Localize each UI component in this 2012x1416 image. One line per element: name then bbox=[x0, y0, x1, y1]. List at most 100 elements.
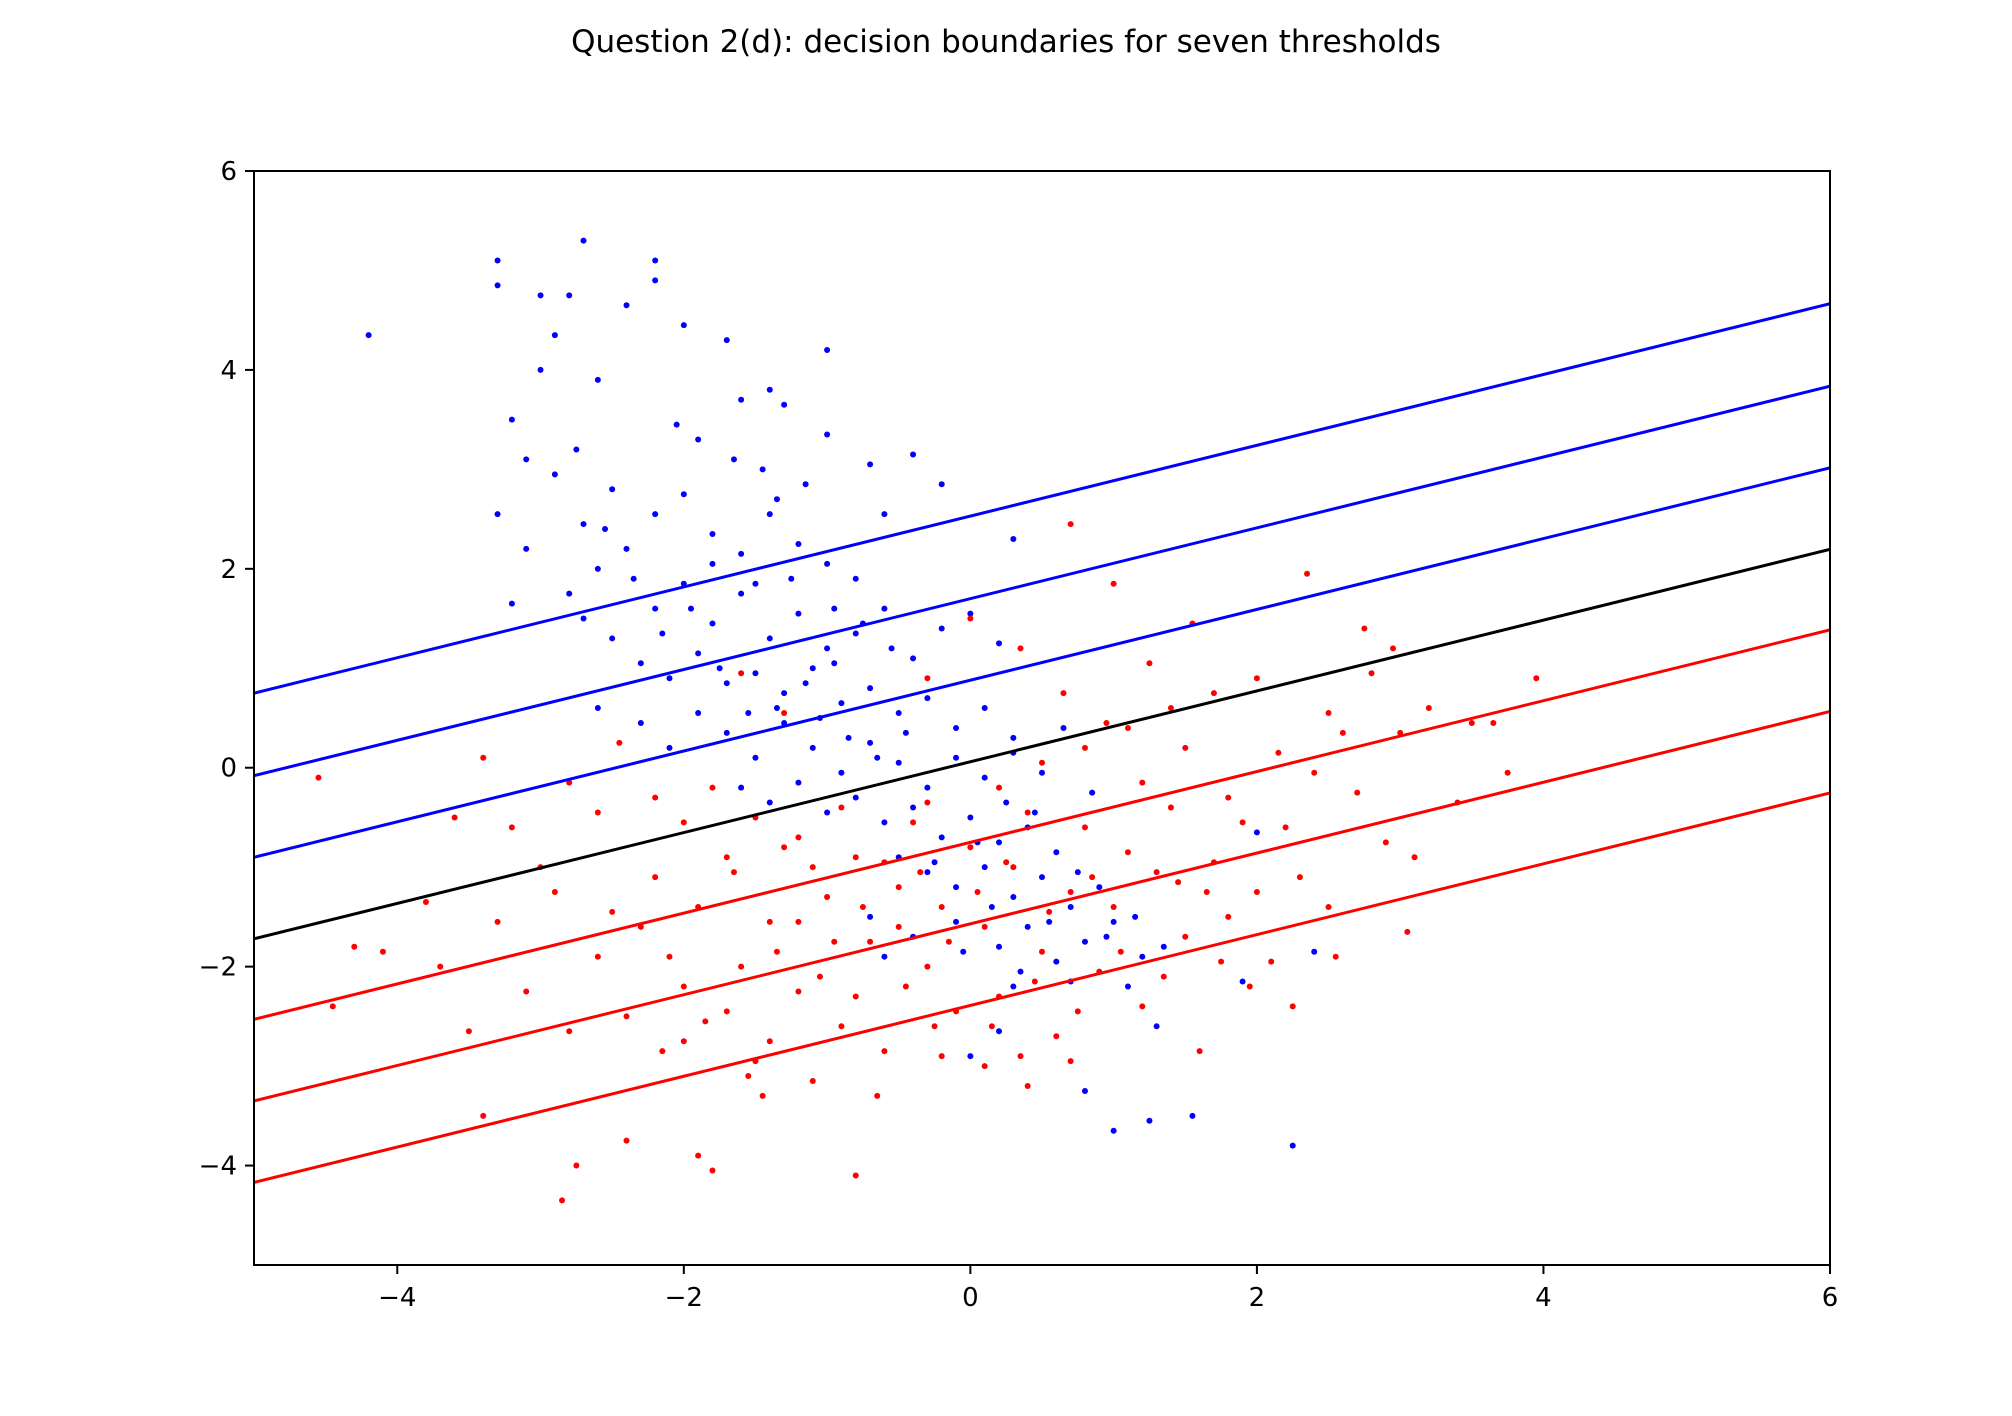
class-blue-point-43 bbox=[652, 605, 659, 612]
class-red-point-29 bbox=[766, 918, 773, 925]
class-blue-point-85 bbox=[981, 774, 988, 781]
class-blue-point-126 bbox=[1189, 1112, 1196, 1119]
class-red-point-39 bbox=[895, 884, 902, 891]
class-blue-point-151 bbox=[773, 705, 780, 712]
class-blue-point-125 bbox=[1146, 1117, 1153, 1124]
class-red-point-135 bbox=[594, 953, 601, 960]
class-red-point-3 bbox=[379, 948, 386, 955]
class-red-point-154 bbox=[1089, 874, 1096, 881]
class-blue-point-19 bbox=[824, 431, 831, 438]
class-blue-point-93 bbox=[881, 819, 888, 826]
red-threshold-1-line bbox=[254, 628, 1830, 1021]
class-red-point-138 bbox=[759, 1092, 766, 1099]
class-red-point-33 bbox=[824, 894, 831, 901]
class-blue-point-73 bbox=[637, 719, 644, 726]
class-blue-point-14 bbox=[680, 322, 687, 329]
class-blue-point-117 bbox=[881, 953, 888, 960]
class-red-point-121 bbox=[1160, 973, 1167, 980]
class-blue-point-145 bbox=[1003, 799, 1010, 806]
class-red-point-70 bbox=[1339, 729, 1346, 736]
class-blue-point-42 bbox=[623, 545, 630, 552]
class-red-point-35 bbox=[852, 1172, 859, 1179]
class-blue-point-36 bbox=[824, 560, 831, 567]
class-blue-point-17 bbox=[766, 386, 773, 393]
class-red-point-7 bbox=[465, 1028, 472, 1035]
class-red-point-14 bbox=[559, 1197, 566, 1204]
class-red-point-31 bbox=[795, 988, 802, 995]
class-blue-point-21 bbox=[867, 461, 874, 468]
class-blue-point-160 bbox=[573, 446, 580, 453]
class-red-point-34 bbox=[838, 1023, 845, 1030]
class-blue-point-158 bbox=[630, 575, 637, 582]
class-blue-point-110 bbox=[953, 918, 960, 925]
class-blue-point-72 bbox=[594, 705, 601, 712]
class-blue-point-134 bbox=[802, 481, 809, 488]
x-tick-label: 0 bbox=[962, 1283, 979, 1313]
class-blue-point-54 bbox=[967, 610, 974, 617]
class-blue-point-133 bbox=[759, 466, 766, 473]
class-red-point-63 bbox=[1239, 819, 1246, 826]
class-blue-point-90 bbox=[795, 779, 802, 786]
class-blue-point-48 bbox=[795, 610, 802, 617]
class-red-point-85 bbox=[1304, 570, 1311, 577]
class-red-point-48 bbox=[1024, 809, 1031, 816]
class-red-point-151 bbox=[974, 889, 981, 896]
class-red-point-96 bbox=[652, 794, 659, 801]
class-blue-point-71 bbox=[1010, 734, 1017, 741]
class-blue-point-51 bbox=[881, 605, 888, 612]
class-blue-point-111 bbox=[996, 943, 1003, 950]
y-tick-label: −4 bbox=[199, 1152, 237, 1182]
class-red-point-144 bbox=[1103, 719, 1110, 726]
class-blue-point-3 bbox=[537, 292, 544, 299]
class-red-point-157 bbox=[1289, 1003, 1296, 1010]
decision-boundaries bbox=[254, 302, 1830, 1184]
class-blue-point-96 bbox=[967, 814, 974, 821]
class-blue-point-74 bbox=[666, 744, 673, 751]
class-blue-point-63 bbox=[781, 690, 788, 697]
class-blue-point-146 bbox=[1031, 809, 1038, 816]
class-blue-point-20 bbox=[824, 347, 831, 354]
class-blue-point-142 bbox=[845, 734, 852, 741]
class-red-point-161 bbox=[745, 1073, 752, 1080]
class-blue-point-101 bbox=[924, 869, 931, 876]
class-red-point-36 bbox=[852, 854, 859, 861]
x-tick-label: −2 bbox=[665, 1283, 703, 1313]
class-blue-point-104 bbox=[1010, 894, 1017, 901]
class-red-point-60 bbox=[1196, 1048, 1203, 1055]
class-red-point-82 bbox=[1533, 675, 1540, 682]
class-red-point-26 bbox=[723, 854, 730, 861]
class-red-point-95 bbox=[480, 754, 487, 761]
class-blue-point-140 bbox=[888, 645, 895, 652]
class-red-point-10 bbox=[523, 988, 530, 995]
class-red-point-149 bbox=[831, 938, 838, 945]
class-blue-point-144 bbox=[902, 729, 909, 736]
class-red-point-141 bbox=[1182, 744, 1189, 751]
class-red-point-110 bbox=[1253, 675, 1260, 682]
class-blue-point-62 bbox=[752, 670, 759, 677]
class-red-point-80 bbox=[1490, 719, 1497, 726]
red-threshold-2-line bbox=[254, 709, 1830, 1103]
class-blue-point-4 bbox=[566, 292, 573, 299]
class-red-point-116 bbox=[945, 938, 952, 945]
class-blue-point-95 bbox=[938, 834, 945, 841]
class-blue-point-37 bbox=[852, 575, 859, 582]
class-red-point-163 bbox=[1017, 1053, 1024, 1060]
class-red-point-40 bbox=[910, 819, 917, 826]
class-red-point-101 bbox=[838, 804, 845, 811]
class-red-point-47 bbox=[1010, 864, 1017, 871]
class-blue-point-5 bbox=[580, 237, 587, 244]
class-red-point-111 bbox=[730, 869, 737, 876]
class-blue-point-55 bbox=[996, 640, 1003, 647]
class-red-point-17 bbox=[609, 908, 616, 915]
y-tick-label: 2 bbox=[220, 555, 237, 585]
class-blue-point-83 bbox=[924, 784, 931, 791]
class-blue-point-103 bbox=[981, 864, 988, 871]
class-blue-point-8 bbox=[508, 416, 515, 423]
class-blue-point-92 bbox=[852, 794, 859, 801]
class-red-point-45 bbox=[981, 923, 988, 930]
class-blue-point-10 bbox=[537, 366, 544, 373]
class-blue-point-12 bbox=[594, 376, 601, 383]
class-red-point-5 bbox=[437, 963, 444, 970]
class-red-point-159 bbox=[659, 1048, 666, 1055]
class-blue-point-130 bbox=[1253, 829, 1260, 836]
